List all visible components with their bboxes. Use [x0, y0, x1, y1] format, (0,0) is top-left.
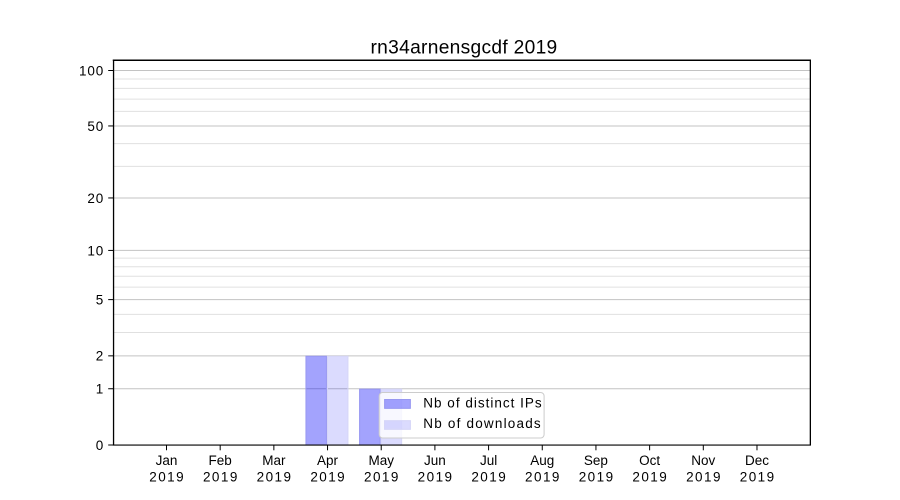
svg-text:2: 2 — [96, 349, 104, 364]
svg-text:Nb of downloads: Nb of downloads — [423, 416, 542, 431]
svg-text:2019: 2019 — [686, 469, 722, 484]
svg-text:2019: 2019 — [257, 469, 293, 484]
svg-text:10: 10 — [87, 243, 104, 258]
svg-text:20: 20 — [87, 191, 104, 206]
svg-text:2019: 2019 — [203, 469, 239, 484]
svg-text:Dec: Dec — [745, 453, 769, 468]
svg-text:2019: 2019 — [579, 469, 615, 484]
svg-text:Nb of distinct IPs: Nb of distinct IPs — [423, 396, 542, 411]
svg-text:May: May — [368, 453, 394, 468]
svg-text:Oct: Oct — [639, 453, 660, 468]
svg-text:2019: 2019 — [740, 469, 776, 484]
svg-text:1: 1 — [96, 382, 104, 397]
svg-text:2019: 2019 — [418, 469, 454, 484]
svg-text:Sep: Sep — [584, 453, 608, 468]
svg-text:Jun: Jun — [424, 453, 446, 468]
svg-text:2019: 2019 — [364, 469, 400, 484]
svg-text:0: 0 — [96, 438, 104, 453]
svg-text:Jan: Jan — [156, 453, 178, 468]
svg-text:100: 100 — [79, 63, 104, 78]
svg-text:2019: 2019 — [525, 469, 561, 484]
svg-text:2019: 2019 — [471, 469, 507, 484]
svg-text:Mar: Mar — [262, 453, 286, 468]
svg-text:50: 50 — [87, 119, 104, 134]
svg-text:rn34arnensgcdf 2019: rn34arnensgcdf 2019 — [370, 37, 557, 58]
svg-text:5: 5 — [96, 292, 104, 307]
svg-text:Nov: Nov — [691, 453, 715, 468]
svg-text:2019: 2019 — [632, 469, 668, 484]
svg-text:2019: 2019 — [310, 469, 346, 484]
svg-text:Feb: Feb — [209, 453, 232, 468]
svg-text:2019: 2019 — [149, 469, 185, 484]
svg-text:Apr: Apr — [317, 453, 339, 468]
svg-text:Jul: Jul — [480, 453, 497, 468]
svg-text:Aug: Aug — [530, 453, 554, 468]
